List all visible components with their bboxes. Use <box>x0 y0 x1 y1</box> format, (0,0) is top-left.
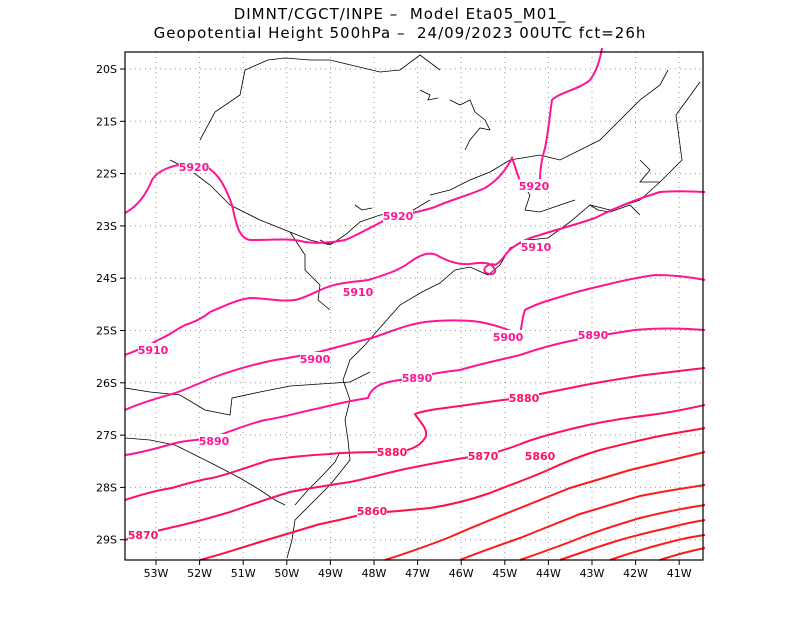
lon-label: 52W <box>187 567 212 580</box>
contour-label: 5920 <box>383 210 414 223</box>
lat-label: 21S <box>96 115 117 128</box>
contour-label: 5910 <box>343 286 374 299</box>
lat-label: 22S <box>96 168 117 181</box>
lat-label: 20S <box>96 63 117 76</box>
lon-label: 42W <box>623 567 648 580</box>
contour-5840 <box>459 484 706 561</box>
border-east-mg <box>639 159 660 183</box>
contour-label-bg <box>493 330 523 343</box>
lon-label: 49W <box>318 567 343 580</box>
contour-label-bg <box>521 240 551 253</box>
contour-label: 5920 <box>519 180 550 193</box>
contour-label-bg <box>377 445 407 458</box>
contour-label-bg <box>468 449 498 462</box>
map-grid <box>125 52 703 560</box>
lon-label: 46W <box>449 567 474 580</box>
contour-5810 <box>609 534 706 561</box>
lon-label: 47W <box>405 567 430 580</box>
contour-label: 5870 <box>128 529 159 542</box>
coastline-boundaries <box>124 54 701 559</box>
state-border-pr-sc <box>124 371 371 416</box>
state-border-sp-mg <box>429 69 669 196</box>
lat-label: 28S <box>96 481 117 494</box>
lat-label: 26S <box>96 377 117 390</box>
map-frame <box>124 51 704 561</box>
contour-5900 <box>124 273 706 411</box>
border-pr-west <box>289 231 331 311</box>
contour-label-bg <box>128 528 158 541</box>
lon-label: 43W <box>580 567 605 580</box>
contour-5820 <box>559 519 706 561</box>
border-mg-rj <box>519 179 576 213</box>
contour-label: 5860 <box>357 505 388 518</box>
lagoa-dos-patos <box>294 451 341 506</box>
contour-label: 5880 <box>377 446 408 459</box>
atlantic-coastline <box>286 81 701 559</box>
contour-label-bg <box>300 352 330 365</box>
contour-labels: 5920 5920 5920 5910 5910 5910 5900 5900 5890 5890… <box>128 160 609 542</box>
map-title-line1: DIMNT/CGCT/INPE – Model Eta05_M01_ <box>233 5 567 23</box>
reservoir-1 <box>449 99 491 151</box>
state-border-mg-sp <box>199 54 441 141</box>
contour-label: 5900 <box>300 353 331 366</box>
contour-label-bg <box>179 160 209 173</box>
contour-label-bg <box>578 328 608 341</box>
lon-label: 50W <box>274 567 299 580</box>
contour-label-bg <box>357 504 387 517</box>
contour-label: 5910 <box>138 344 169 357</box>
contour-5910 <box>124 190 706 356</box>
lat-label: 25S <box>96 325 117 338</box>
contour-5800 <box>659 547 706 561</box>
contour-label: 5890 <box>402 372 433 385</box>
contour-label-bg <box>343 285 373 298</box>
lon-label: 41W <box>667 567 692 580</box>
lat-label: 29S <box>96 534 117 547</box>
contour-label: 5910 <box>521 241 552 254</box>
reservoir-3 <box>354 204 373 211</box>
contour-5830 <box>519 504 706 561</box>
contour-label: 5890 <box>578 329 609 342</box>
lon-label: 45W <box>492 567 517 580</box>
contour-5860 <box>199 427 706 561</box>
contour-label-bg <box>525 449 555 462</box>
contour-5880 <box>124 367 706 501</box>
contour-5870 <box>124 404 706 541</box>
contour-5850 <box>384 451 706 561</box>
axis-ticks: 20S 21S 22S 23S 24S 25S 26S 27S 28S 29S 53W 52W 51W 5… <box>96 63 692 580</box>
lon-label: 51W <box>231 567 256 580</box>
contour-label: 5880 <box>509 392 540 405</box>
lat-label: 27S <box>96 429 117 442</box>
lon-label: 48W <box>362 567 387 580</box>
lon-label: 53W <box>144 567 169 580</box>
contour-label: 5870 <box>468 450 499 463</box>
reservoir-2 <box>419 89 439 101</box>
map-title-line2: Geopotential Height 500hPa – 24/09/2023 … <box>153 24 647 42</box>
lon-label: 44W <box>536 567 561 580</box>
contour-label-bg <box>402 371 432 384</box>
contour-5920-east <box>539 47 603 181</box>
contour-label: 5860 <box>525 450 556 463</box>
contour-label: 5900 <box>493 331 524 344</box>
contour-label-bg <box>509 391 539 404</box>
state-border-sc-rs <box>124 437 286 506</box>
contour-label-bg <box>383 209 413 222</box>
lat-label: 24S <box>96 272 117 285</box>
contour-label-bg <box>199 434 229 447</box>
contour-label: 5890 <box>199 435 230 448</box>
lat-label: 23S <box>96 220 117 233</box>
geopotential-contours <box>124 47 706 561</box>
contour-label: 5920 <box>179 161 210 174</box>
bay-detail <box>589 204 641 216</box>
contour-label-bg <box>138 343 168 356</box>
contour-label-bg <box>519 179 549 192</box>
